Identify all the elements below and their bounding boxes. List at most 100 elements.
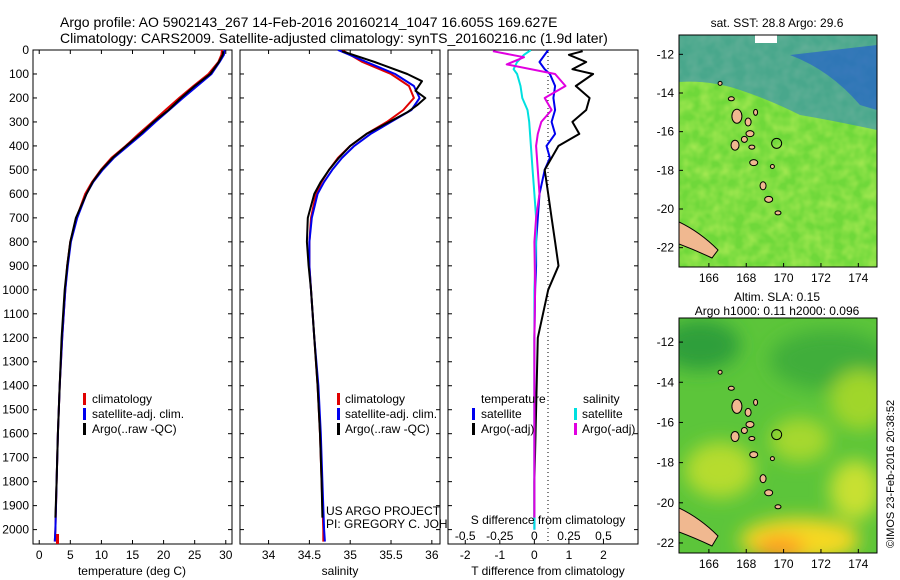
difference-depth-ticks — [448, 49, 638, 531]
x-tick-label: 2 — [600, 548, 607, 562]
x-tick-label: 35.5 — [379, 548, 403, 562]
sst-map-panel: sat. SST: 28.8 Argo: 29.6 166 168 170 172 17… — [657, 16, 878, 285]
new-caledonia-landmass — [679, 221, 719, 259]
depth-tick-label: 1800 — [2, 475, 29, 489]
lon-tick-label: 172 — [811, 271, 831, 285]
depth-tick-label: 1000 — [2, 283, 29, 297]
island — [748, 436, 756, 442]
depth-tick-label: 400 — [9, 139, 29, 153]
island — [745, 420, 755, 428]
sst-blue-patch — [790, 45, 877, 110]
temperature-bottom-marker — [56, 534, 59, 544]
depth-tick-label: 1100 — [3, 307, 29, 321]
lon-tick-label: 172 — [811, 557, 831, 571]
lat-tick-label: -22 — [657, 241, 675, 255]
island — [769, 163, 775, 169]
depth-tick-label: 600 — [9, 187, 29, 201]
legend-label-climatology: climatology — [345, 392, 405, 406]
temperature-plot-frame — [32, 49, 233, 545]
sla-map-title1: Altim. SLA: 0.15 — [734, 290, 820, 304]
x-tick-label: 10 — [95, 548, 109, 562]
x-tick-label: -1 — [494, 548, 505, 562]
new-caledonia-landmass — [679, 507, 719, 547]
island — [740, 135, 748, 143]
island — [769, 456, 775, 462]
depth-tick-label: 200 — [9, 91, 29, 105]
legend-swatch-satellite — [83, 408, 86, 420]
depth-tick-label: 2000 — [2, 523, 29, 537]
lat-tick-label: -16 — [657, 125, 675, 139]
series-line-argo-raw-qc- — [305, 50, 427, 518]
depth-axis: 0 100 200 300 400 500 600 700 800 900 1000 1100 1200… — [2, 43, 232, 537]
island — [730, 139, 740, 151]
lon-tick-label: 174 — [848, 271, 868, 285]
island — [727, 96, 735, 102]
legend-swatch-climatology — [337, 393, 340, 405]
s-difference-axis: -0.5 -0.25 0 0.25 0.5 — [455, 529, 612, 543]
x-tick-label: 20 — [157, 548, 171, 562]
x-tick-label: 34 — [262, 548, 276, 562]
vanuatu-islands — [717, 80, 782, 216]
legend-swatch-satellite — [337, 408, 340, 420]
island — [774, 210, 782, 216]
island — [744, 117, 752, 127]
difference-plot-frame — [447, 49, 639, 545]
figure-title-line2: Climatology: CARS2009. Satellite-adjuste… — [60, 30, 608, 46]
island — [740, 426, 748, 434]
series-line-temperature-argo-adj- — [533, 50, 595, 518]
difference-series — [492, 50, 595, 530]
island — [759, 474, 767, 484]
legend-swatch-t-argo — [472, 423, 475, 435]
lon-tick-label: 166 — [699, 557, 719, 571]
legend-label-s-satellite: satellite — [582, 407, 623, 421]
depth-tick-label: 1900 — [2, 499, 29, 513]
island — [753, 108, 759, 116]
legend-swatch-argo — [337, 423, 340, 435]
salinity-legend: climatology satellite-adj. clim. Argo(..… — [337, 392, 437, 436]
sst-missing-data — [755, 35, 777, 43]
lat-tick-label: -14 — [657, 375, 675, 389]
legend-title-salinity: salinity — [583, 392, 620, 406]
x-tick-label: 35 — [344, 548, 358, 562]
salinity-axis-label: salinity — [322, 564, 359, 578]
island — [745, 130, 755, 138]
sst-map-title: sat. SST: 28.8 Argo: 29.6 — [711, 16, 844, 30]
x-tick-label: 30 — [219, 548, 233, 562]
sla-map-frame — [678, 317, 878, 554]
lat-tick-label: -20 — [657, 496, 675, 510]
lon-tick-label: 168 — [736, 557, 756, 571]
depth-tick-label: 1300 — [2, 355, 29, 369]
project-line1: US ARGO PROJECT — [326, 504, 441, 518]
imos-credit: ©IMOS 23-Feb-2016 20:38:52 — [885, 400, 897, 548]
lat-tick-label: -12 — [657, 47, 675, 61]
legend-label-t-argo: Argo(-adj) — [481, 422, 534, 436]
temperature-series — [53, 50, 226, 542]
legend-swatch-t-satellite — [472, 408, 475, 420]
x-tick-label: 5 — [67, 548, 74, 562]
s-tick-label: -0.5 — [455, 529, 476, 543]
depth-tick-label: 500 — [9, 163, 29, 177]
temperature-panel: 0100200300400500600700800900100011001200… — [2, 43, 232, 578]
depth-tick-label: 1700 — [2, 451, 29, 465]
sla-map-panel: Altim. SLA: 0.15 Argo h1000: 0.11 h2000:… — [657, 290, 878, 571]
depth-tick-label: 800 — [9, 235, 29, 249]
legend-swatch-argo — [83, 423, 86, 435]
lon-tick-label: 166 — [699, 271, 719, 285]
island — [759, 181, 767, 191]
legend-title-temperature: temperature — [481, 392, 546, 406]
legend-label-satellite: satellite-adj. clim. — [92, 407, 184, 421]
sst-field — [679, 35, 877, 267]
island — [717, 80, 723, 86]
temperature-axis: 0 5 10 15 20 25 30 — [36, 50, 233, 562]
depth-tick-label: 0 — [22, 43, 29, 57]
project-line2: PI: GREGORY C. JOHNSON — [326, 517, 482, 531]
lon-tick-label: 168 — [736, 271, 756, 285]
temperature-legend: climatology satellite-adj. clim. Argo(..… — [83, 392, 184, 436]
lat-tick-label: -16 — [657, 415, 675, 429]
legend-label-argo: Argo(..raw -QC) — [345, 422, 430, 436]
island — [717, 369, 723, 375]
x-tick-label: 15 — [126, 548, 140, 562]
s-difference-axis-label: S difference from climatology — [471, 513, 626, 527]
s-tick-label: 0.25 — [557, 529, 581, 543]
